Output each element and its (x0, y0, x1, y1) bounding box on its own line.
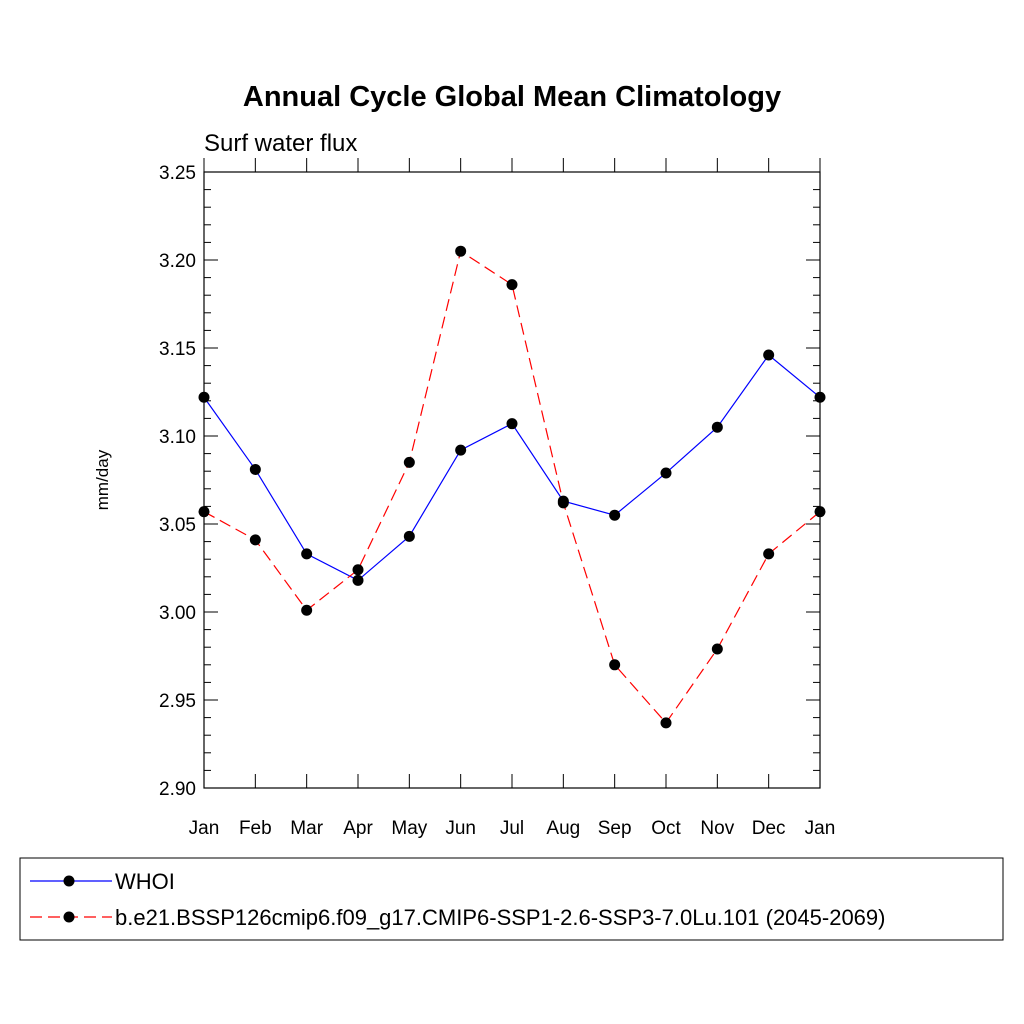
legend-marker-1 (63, 911, 75, 923)
data-point (249, 534, 261, 546)
data-point (814, 506, 826, 518)
data-point (660, 717, 672, 729)
y-tick-label: 3.15 (159, 339, 196, 360)
y-tick-label: 2.90 (159, 779, 196, 800)
data-point (301, 604, 313, 616)
series-line-0 (203, 354, 821, 582)
data-point (660, 467, 672, 479)
x-tick-label: Apr (343, 818, 373, 839)
major-ticks (203, 158, 821, 789)
data-point (403, 456, 415, 468)
y-tick-label: 3.25 (159, 163, 196, 184)
chart-title: Annual Cycle Global Mean Climatology (243, 81, 781, 113)
data-point (557, 497, 569, 509)
x-tick-label: Dec (752, 818, 786, 839)
data-point (609, 509, 621, 521)
data-point (506, 418, 518, 430)
x-tick-label: May (391, 818, 427, 839)
series-markers (198, 245, 826, 729)
x-tick-label: Jan (189, 818, 220, 839)
data-point (301, 548, 313, 560)
data-point (609, 659, 621, 671)
x-tick-labels: Jan Feb Mar Apr May Jun Jul Aug Sep Oct Nov Dec Jan (189, 818, 836, 839)
x-tick-label: Jan (805, 818, 836, 839)
data-point (814, 391, 826, 403)
legend: WHOI b.e21.BSSP126cmip6.f09_g17.CMIP6-SSP… (19, 857, 1004, 941)
chart-subtitle: Surf water flux (204, 130, 357, 157)
data-point (763, 548, 775, 560)
legend-label-1: b.e21.BSSP126cmip6.f09_g17.CMIP6-SSP1-2.… (115, 905, 885, 930)
data-point (352, 574, 364, 586)
y-tick-label: 3.00 (159, 603, 196, 624)
x-tick-label: Jun (445, 818, 476, 839)
y-axis-label: mm/day (93, 449, 112, 510)
data-point (506, 279, 518, 291)
y-tick-label: 3.10 (159, 427, 196, 448)
plot-frame (203, 171, 821, 789)
data-point (198, 391, 210, 403)
y-tick-label: 3.05 (159, 515, 196, 536)
legend-box (19, 857, 1004, 941)
data-point (198, 506, 210, 518)
data-point (763, 349, 775, 361)
data-point (711, 643, 723, 655)
data-point (352, 564, 364, 576)
data-point (403, 530, 415, 542)
data-point (249, 463, 261, 475)
series-line-1 (203, 250, 821, 724)
x-tick-label: Oct (651, 818, 681, 839)
legend-label-0: WHOI (115, 869, 175, 894)
y-tick-labels: 2.90 2.95 3.00 3.05 3.10 3.15 3.20 3.25 (159, 163, 196, 800)
x-tick-label: Aug (546, 818, 580, 839)
data-point (455, 245, 467, 257)
series-lines (203, 250, 821, 724)
data-point (455, 444, 467, 456)
y-tick-label: 2.95 (159, 691, 196, 712)
legend-marker-0 (63, 875, 75, 887)
x-tick-label: Jul (500, 818, 524, 839)
x-tick-label: Nov (700, 818, 734, 839)
x-tick-label: Sep (598, 818, 632, 839)
x-tick-label: Mar (290, 818, 323, 839)
x-tick-label: Feb (239, 818, 272, 839)
y-tick-label: 3.20 (159, 251, 196, 272)
data-point (711, 421, 723, 433)
